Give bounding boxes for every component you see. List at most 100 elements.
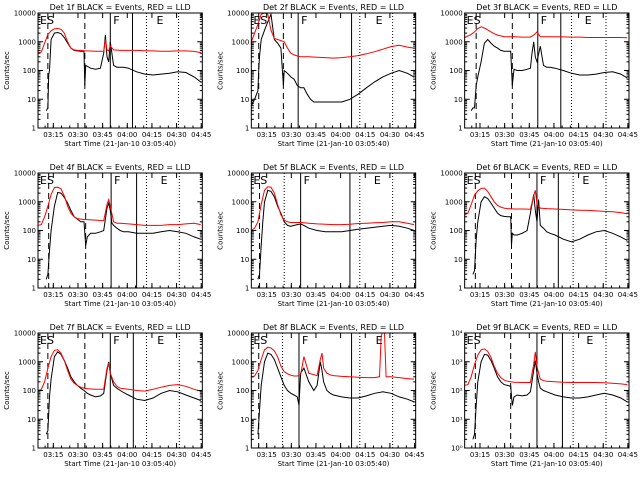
x-tick-label: 04:15 [142, 291, 162, 299]
y-tick-label: 1 [458, 125, 462, 133]
region-label: E [157, 334, 164, 347]
x-tick-label: 04:15 [142, 131, 162, 139]
lld-series-line [251, 13, 415, 59]
y-axis-label: Counts/sec [216, 51, 224, 90]
x-tick-label: 03:15 [43, 451, 63, 459]
y-tick-label: 1000 [232, 358, 250, 366]
events-series-line [470, 38, 628, 111]
region-label: ES [40, 14, 54, 27]
x-tick-label: 03:15 [470, 291, 490, 299]
region-label: ES [467, 334, 481, 347]
region-label: F [540, 334, 546, 347]
event-markers [474, 333, 607, 448]
series-group [464, 348, 628, 440]
x-tick-label: 04:15 [568, 131, 588, 139]
y-tick-label: 10 [454, 256, 463, 264]
x-tick-label: 04:00 [544, 291, 564, 299]
x-tick-label: 04:45 [404, 291, 424, 299]
y-tick-label: 10000 [14, 10, 36, 18]
lld-series-line [38, 186, 201, 226]
y-tick-label: 10 [27, 416, 36, 424]
series-group [251, 333, 415, 435]
x-tick-label: 03:30 [281, 131, 301, 139]
detector-panel-8: Det 8f BLACK = Events, RED = LLD ES F E 1 10 1… [216, 323, 424, 468]
x-tick-label: 04:45 [618, 291, 638, 299]
events-series-line [45, 351, 201, 435]
y-tick-label: 10000 [14, 170, 36, 178]
x-tick-label: 04:00 [331, 451, 351, 459]
lld-series-line [464, 187, 628, 216]
y-tick-label: 10⁰ [451, 445, 463, 453]
region-label: F [301, 14, 307, 27]
y-tick-label: 1000 [232, 38, 250, 46]
y-axis-label: Counts/sec [3, 371, 11, 410]
x-tick-label: 04:00 [117, 451, 137, 459]
y-tick-label: 100 [23, 387, 36, 395]
y-tick-label: 100 [449, 227, 462, 235]
y-axis-label: Counts/sec [3, 211, 11, 250]
x-tick-label: 03:30 [68, 131, 88, 139]
lld-series-line [38, 27, 201, 54]
y-tick-label: 100 [236, 387, 249, 395]
panel-title: Det 4f BLACK = Events, RED = LLD [50, 163, 191, 172]
x-tick-label: 04:45 [191, 291, 211, 299]
series-group [38, 349, 201, 435]
x-axis-label: Start Time (21-Jan-10 03:05:40) [64, 140, 176, 148]
series-group [38, 186, 201, 280]
x-tick-label: 04:30 [380, 451, 400, 459]
series-group [464, 26, 628, 111]
x-tick-label: 04:30 [380, 131, 400, 139]
panel-title: Det 6f BLACK = Events, RED = LLD [476, 163, 617, 172]
region-label: E [376, 334, 383, 347]
y-tick-label: 100 [236, 67, 249, 75]
events-series-line [472, 194, 628, 275]
events-series-line [45, 191, 201, 280]
x-axis-label: Start Time (21-Jan-10 03:05:40) [64, 300, 176, 308]
y-axis-label: Counts/sec [216, 211, 224, 250]
region-label: E [161, 174, 168, 187]
x-axis-label: Start Time (21-Jan-10 03:05:40) [278, 460, 390, 468]
x-tick-label: 04:45 [404, 131, 424, 139]
y-tick-label: 1 [245, 445, 249, 453]
y-tick-label: 1000 [18, 38, 36, 46]
x-tick-label: 04:30 [166, 451, 186, 459]
y-tick-label: 10¹ [451, 416, 463, 424]
panel-title: Det 7f BLACK = Events, RED = LLD [50, 323, 191, 332]
region-label: E [586, 334, 593, 347]
y-tick-label: 1 [32, 445, 36, 453]
detector-panel-4: Det 4f BLACK = Events, RED = LLD ES F E 1 10 1… [3, 163, 211, 308]
x-tick-label: 03:15 [470, 451, 490, 459]
y-tick-label: 1 [32, 125, 36, 133]
y-tick-label: 100 [23, 67, 36, 75]
series-group [251, 13, 415, 106]
plot-frame [464, 332, 630, 449]
y-tick-label: 10⁴ [451, 330, 463, 338]
x-tick-label: 04:30 [166, 131, 186, 139]
x-tick-label: 04:30 [380, 291, 400, 299]
x-axis-label: Start Time (21-Jan-10 03:05:40) [491, 300, 603, 308]
x-axis-label: Start Time (21-Jan-10 03:05:40) [491, 460, 603, 468]
series-group [38, 27, 202, 111]
y-axis-label: Counts/sec [3, 51, 11, 90]
y-tick-label: 10 [240, 96, 249, 104]
x-tick-label: 04:15 [142, 451, 162, 459]
y-tick-label: 1000 [18, 198, 36, 206]
plot-frame [250, 332, 417, 449]
y-axis-label: Counts/sec [430, 51, 438, 90]
region-label: F [113, 334, 119, 347]
x-axis-label: Start Time (21-Jan-10 03:05:40) [278, 140, 390, 148]
panel-title: Det 5f BLACK = Events, RED = LLD [263, 163, 404, 172]
panel-title: Det 8f BLACK = Events, RED = LLD [263, 323, 404, 332]
x-tick-label: 03:15 [257, 451, 277, 459]
event-markers [258, 13, 394, 128]
x-tick-label: 04:15 [355, 451, 375, 459]
region-label: F [302, 334, 308, 347]
x-tick-label: 03:45 [519, 131, 539, 139]
y-tick-label: 100 [236, 227, 249, 235]
region-label: ES [40, 334, 54, 347]
y-tick-label: 1000 [445, 198, 463, 206]
panel-title: Det 2f BLACK = Events, RED = LLD [263, 3, 404, 12]
y-tick-label: 1000 [18, 358, 36, 366]
y-tick-label: 1000 [445, 38, 463, 46]
event-markers [474, 173, 607, 288]
